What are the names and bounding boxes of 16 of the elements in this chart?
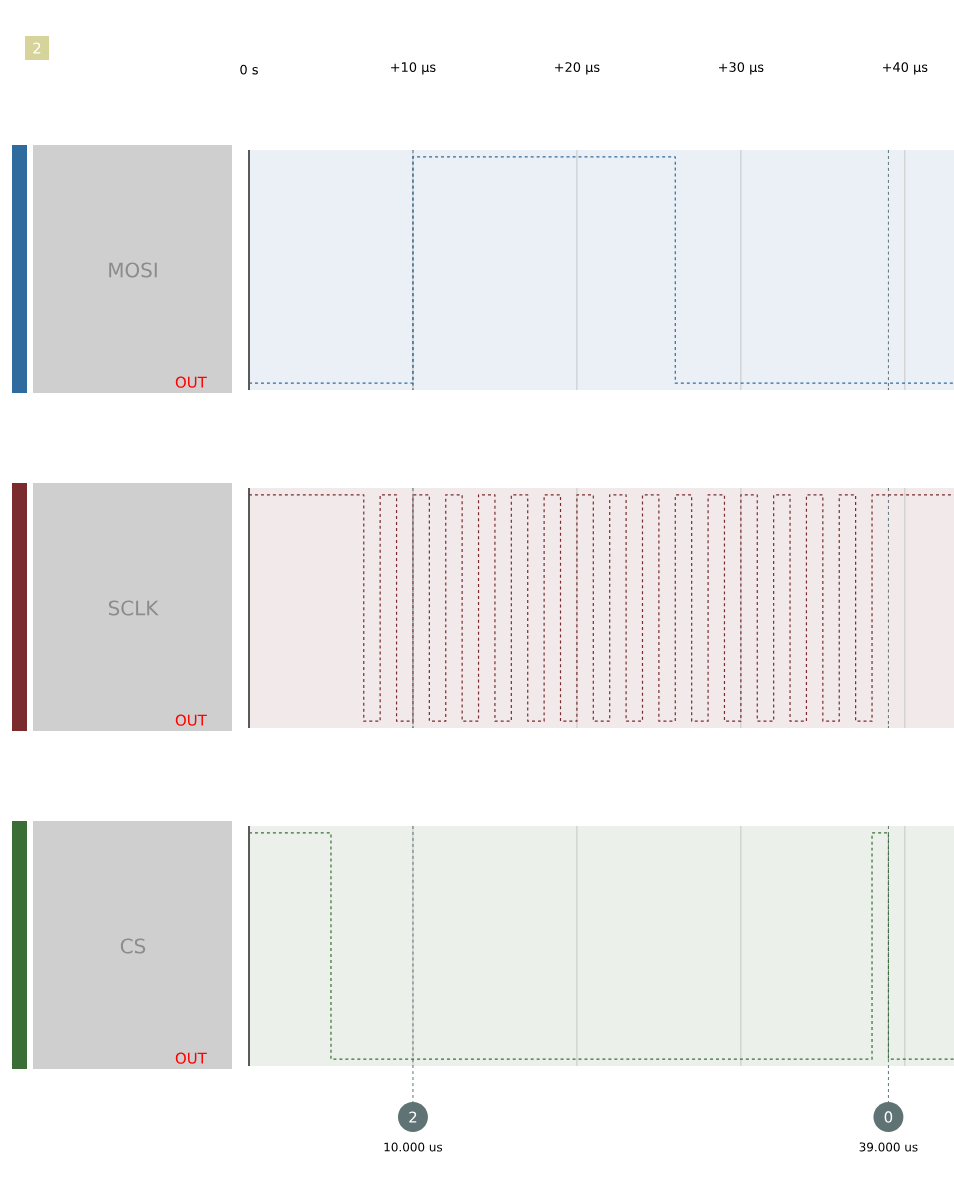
ref-line-label: 39.000 us: [859, 1142, 918, 1152]
text: 2: [409, 1111, 417, 1123]
text: 0: [884, 1111, 893, 1123]
text: SCLK: [108, 600, 159, 616]
x-tick-label: +40 µs: [882, 62, 928, 75]
text: OUT: [175, 714, 207, 726]
x-tick-label: +20 µs: [555, 62, 600, 75]
text: CS: [120, 938, 146, 954]
x-tick-label: +10 µs: [391, 62, 436, 75]
x-tick-label: 0 s: [240, 64, 258, 75]
ref-line-label: 10.000 us: [384, 1142, 443, 1152]
x-tick-label: +30 µs: [719, 62, 764, 75]
text: MOSI: [109, 262, 157, 278]
text: 2: [33, 42, 41, 54]
text: OUT: [175, 376, 207, 388]
text: OUT: [175, 1052, 207, 1064]
